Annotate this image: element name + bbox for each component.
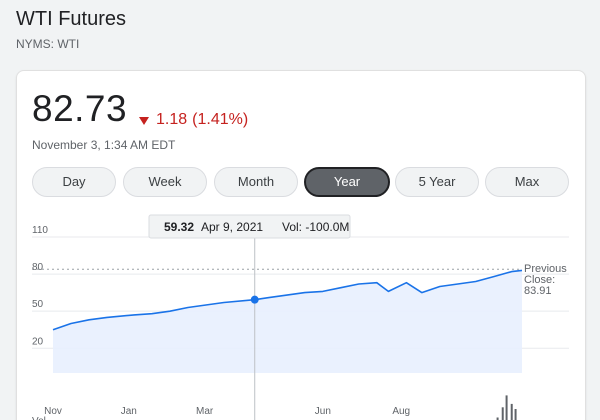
previous-close-label-line1: Previous (524, 263, 567, 275)
range-tabs: Day Week Month Year 5 Year Max (32, 167, 577, 199)
tooltip-value: 59.32 (164, 220, 194, 234)
previous-close-label-line2: Close: (524, 274, 555, 286)
price-area (53, 270, 522, 373)
quote-card: 82.73 1.18 (1.41%) November 3, 1:34 AM E… (16, 70, 586, 420)
y-tick-label-2: 80 (32, 262, 44, 273)
y-axis-labels: 20 50 80 110 (32, 225, 48, 347)
volume-bars: Vol (32, 395, 517, 420)
tab-day[interactable]: Day (32, 167, 116, 197)
exchange-symbol: NYMS: WTI (16, 37, 80, 51)
price-change: 1.18 (1.41%) (139, 111, 248, 129)
x-tick-label-0: Nov (44, 406, 62, 417)
tab-year[interactable]: Year (304, 167, 390, 197)
highlight-point (250, 295, 259, 304)
tooltip: 59.32 Apr 9, 2021 Vol: -100.0M (148, 214, 351, 239)
crosshair-layer (250, 238, 259, 420)
tooltip-volume: Vol: -100.0M (282, 220, 349, 234)
x-tick-label-3: Jun (315, 406, 331, 417)
volume-label: Vol (32, 416, 46, 420)
y-tick-label-1: 50 (32, 299, 44, 310)
x-axis-labels: Nov Jan Mar Jun Aug (44, 406, 410, 417)
price-line-layer (52, 269, 523, 331)
change-value: 1.18 (156, 111, 188, 128)
tab-5-year[interactable]: 5 Year (395, 167, 479, 197)
tab-week[interactable]: Week (123, 167, 207, 197)
x-tick-label-4: Aug (392, 406, 410, 417)
y-tick-label-0: 20 (32, 336, 44, 347)
tab-month[interactable]: Month (214, 167, 298, 197)
x-tick-label-1: Jan (121, 406, 137, 417)
price-chart[interactable]: 20 50 80 110 Vol Nov Jan Mar Jun Aug 59.32 Apr … (17, 211, 585, 420)
tab-max[interactable]: Max (485, 167, 569, 197)
tooltip-date: Apr 9, 2021 (201, 220, 263, 234)
price-area-layer (53, 270, 522, 373)
page-title: WTI Futures (16, 8, 127, 30)
x-tick-label-2: Mar (196, 406, 214, 417)
tooltip-box (148, 214, 351, 239)
previous-close-label: Previous Close: 83.91 (524, 263, 567, 297)
quote-timestamp: November 3, 1:34 AM EDT (32, 138, 176, 152)
current-price: 82.73 (32, 88, 128, 129)
price-line (52, 269, 523, 331)
change-percent: (1.41%) (192, 111, 249, 128)
y-tick-label-3: 110 (32, 225, 48, 236)
arrow-down-icon (139, 116, 149, 125)
previous-close-value: 83.91 (524, 285, 552, 297)
